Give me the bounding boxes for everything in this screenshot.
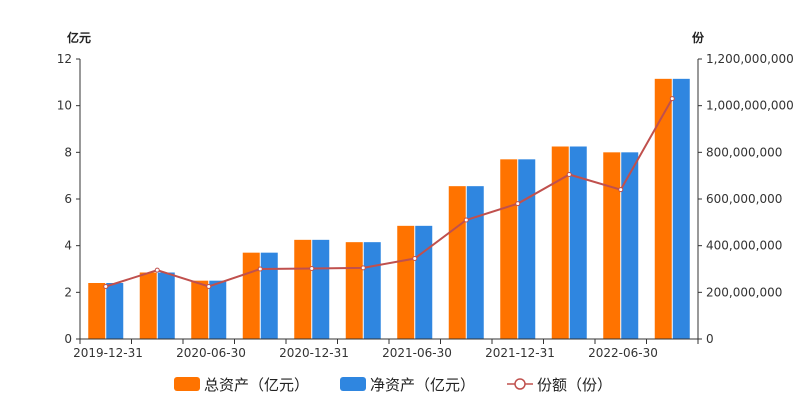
bar-net-assets[interactable]: [621, 152, 639, 339]
share-point[interactable]: [669, 96, 675, 102]
share-point[interactable]: [206, 284, 212, 289]
legend[interactable]: 总资产（亿元） 净资产（亿元） 份额（份）: [174, 376, 612, 394]
right-tick-label: 0: [706, 332, 714, 346]
bar-total-assets[interactable]: [294, 239, 312, 339]
share-point[interactable]: [309, 266, 315, 272]
bar-total-assets[interactable]: [191, 280, 209, 339]
share-point[interactable]: [103, 284, 109, 289]
bar-total-assets[interactable]: [603, 152, 621, 339]
legend-label-total-assets: 总资产（亿元）: [204, 376, 309, 394]
bar-net-assets[interactable]: [466, 186, 484, 339]
bar-net-assets[interactable]: [106, 283, 124, 339]
right-tick-label: 1,200,000,000: [706, 52, 794, 66]
legend-label-shares: 份额（份）: [537, 376, 612, 394]
share-point[interactable]: [412, 256, 418, 261]
bar-net-assets[interactable]: [157, 272, 175, 340]
bar-total-assets[interactable]: [242, 252, 260, 339]
line-layer: [103, 96, 675, 289]
bar-net-assets[interactable]: [569, 146, 587, 340]
right-tick-label: 1,000,000,000: [706, 99, 794, 113]
bar-net-assets[interactable]: [363, 242, 381, 339]
bar-net-assets[interactable]: [312, 239, 330, 339]
left-tick-label: 2: [64, 285, 72, 299]
left-tick-label: 8: [64, 145, 72, 159]
share-point[interactable]: [618, 187, 624, 193]
share-line: [105, 98, 674, 288]
right-tick-label: 200,000,000: [706, 285, 782, 299]
left-tick-label: 0: [64, 332, 72, 346]
right-tick-label: 800,000,000: [706, 145, 782, 159]
bar-net-assets[interactable]: [260, 252, 278, 339]
axes-layer: 0 2 4 6 8 10 12 0 200,000,000 400,000,000 600,000,…: [57, 52, 794, 360]
right-tick-label: 600,000,000: [706, 192, 782, 206]
x-tick-label: 2020-06-30: [176, 346, 246, 360]
legend-item-shares[interactable]: 份额（份）: [507, 376, 612, 394]
bar-net-assets[interactable]: [415, 225, 433, 339]
right-axis-unit: 份: [692, 30, 705, 45]
bar-net-assets[interactable]: [672, 78, 690, 339]
x-tick-label: 2021-12-31: [485, 346, 555, 360]
bar-total-assets[interactable]: [397, 225, 415, 339]
left-tick-label: 4: [64, 239, 72, 253]
x-tick-label: 2019-12-31: [73, 346, 143, 360]
left-axis-unit: 亿元: [67, 30, 91, 45]
share-point[interactable]: [360, 265, 366, 271]
bar-total-assets[interactable]: [139, 272, 157, 340]
bar-total-assets[interactable]: [88, 283, 106, 339]
legend-swatch-net-assets: [340, 377, 366, 391]
bar-net-assets[interactable]: [518, 159, 536, 339]
bar-total-assets[interactable]: [654, 78, 672, 339]
left-tick-label: 10: [57, 99, 72, 113]
bar-total-assets[interactable]: [500, 159, 518, 339]
x-tick-label: 2021-06-30: [382, 346, 452, 360]
share-point[interactable]: [566, 172, 572, 177]
left-tick-label: 12: [57, 52, 72, 66]
legend-swatch-total-assets: [174, 377, 200, 391]
share-point[interactable]: [463, 217, 469, 223]
share-point[interactable]: [515, 201, 521, 207]
right-tick-label: 400,000,000: [706, 239, 782, 253]
left-tick-label: 6: [64, 192, 72, 206]
share-point[interactable]: [154, 267, 160, 273]
legend-label-net-assets: 净资产（亿元）: [370, 376, 475, 394]
x-tick-label: 2020-12-31: [279, 346, 349, 360]
bar-total-assets[interactable]: [345, 242, 363, 339]
x-tick-label: 2022-06-30: [588, 346, 658, 360]
legend-item-total-assets[interactable]: 总资产（亿元）: [174, 376, 309, 394]
legend-item-net-assets[interactable]: 净资产（亿元）: [340, 376, 475, 394]
bars-layer: [88, 78, 690, 340]
bar-total-assets[interactable]: [551, 146, 569, 340]
share-point[interactable]: [257, 266, 263, 272]
bar-total-assets[interactable]: [448, 186, 466, 339]
legend-marker-shares: [514, 378, 526, 390]
bar-net-assets[interactable]: [209, 280, 227, 339]
